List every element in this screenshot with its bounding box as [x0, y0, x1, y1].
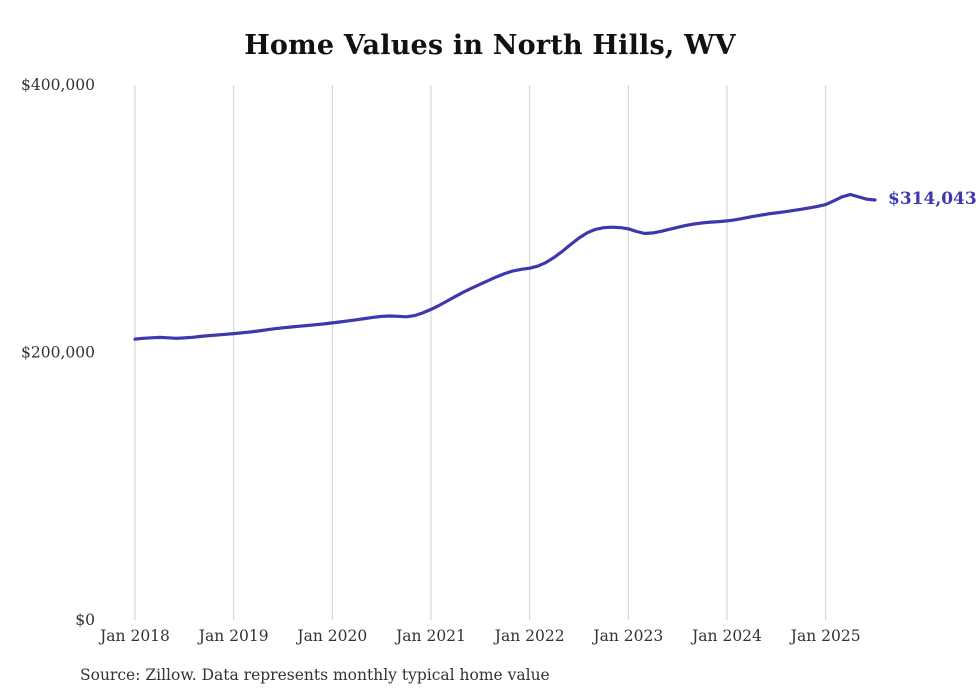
x-axis-tick-label: Jan 2020 [295, 627, 367, 645]
x-axis-tick-label: Jan 2022 [493, 627, 565, 645]
chart-title: Home Values in North Hills, WV [244, 30, 736, 61]
x-axis-tick-label: Jan 2021 [394, 627, 466, 645]
source-caption: Source: Zillow. Data represents monthly … [80, 666, 550, 684]
latest-value-label: $314,043 [888, 188, 977, 209]
x-axis-tick-label: Jan 2024 [690, 627, 762, 645]
home-value-series-line [133, 192, 877, 341]
y-axis-tick-label: $400,000 [21, 76, 95, 94]
x-axis-tick-label: Jan 2025 [789, 627, 861, 645]
x-axis-tick-label: Jan 2018 [98, 627, 170, 645]
y-axis-tick-label: $200,000 [21, 344, 95, 362]
x-axis-tick-label: Jan 2019 [197, 627, 269, 645]
x-axis-tick-label: Jan 2023 [591, 627, 663, 645]
y-axis-tick-label: $0 [75, 611, 95, 629]
